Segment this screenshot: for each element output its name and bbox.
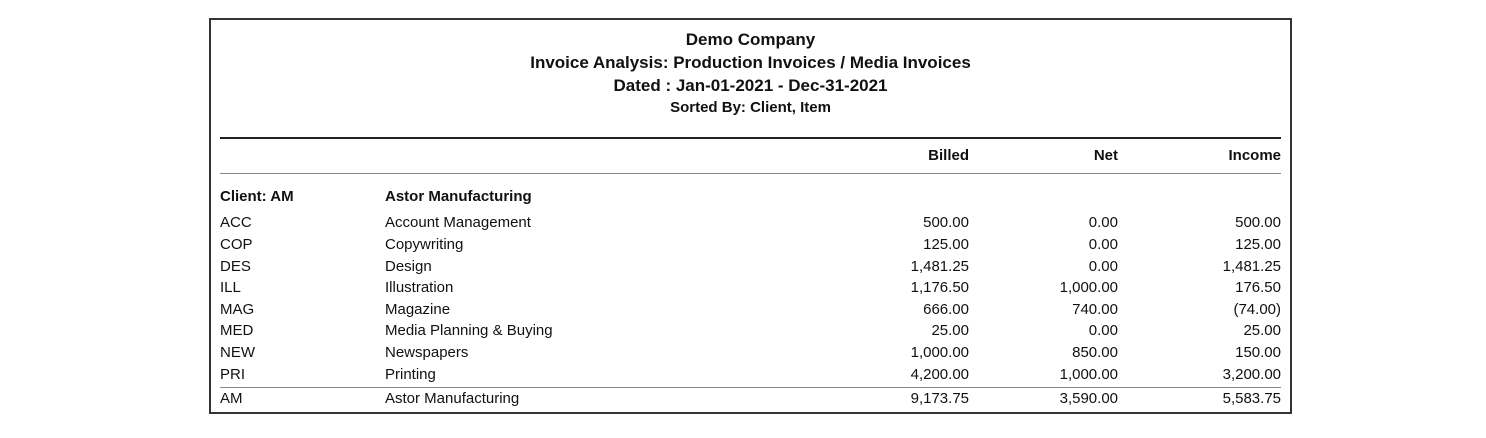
item-description: Design bbox=[385, 258, 432, 275]
client-name: Astor Manufacturing bbox=[385, 188, 532, 205]
table-row: MAG Magazine 666.00 740.00 (74.00) bbox=[220, 299, 1281, 320]
item-income: 1,481.25 bbox=[1222, 258, 1281, 275]
item-code: PRI bbox=[220, 366, 246, 383]
item-net: 1,000.00 bbox=[1059, 279, 1118, 296]
invoice-analysis-report: Demo Company Invoice Analysis: Productio… bbox=[209, 18, 1292, 414]
total-divider bbox=[220, 387, 1281, 388]
table-row: ILL Illustration 1,176.50 1,000.00 176.5… bbox=[220, 277, 1281, 298]
item-income: 125.00 bbox=[1235, 236, 1281, 253]
item-net: 0.00 bbox=[1088, 214, 1118, 231]
item-income: (74.00) bbox=[1233, 301, 1281, 318]
table-row: COP Copywriting 125.00 0.00 125.00 bbox=[220, 234, 1281, 255]
item-billed: 1,176.50 bbox=[910, 279, 969, 296]
item-description: Illustration bbox=[385, 279, 454, 296]
item-description: Newspapers bbox=[385, 344, 469, 361]
item-net: 0.00 bbox=[1088, 258, 1118, 275]
column-header-divider bbox=[220, 173, 1281, 174]
item-net: 740.00 bbox=[1072, 301, 1118, 318]
report-title: Invoice Analysis: Production Invoices / … bbox=[530, 53, 971, 72]
item-billed: 666.00 bbox=[923, 301, 969, 318]
total-income: 5,583.75 bbox=[1222, 390, 1281, 407]
report-sort-order: Sorted By: Client, Item bbox=[670, 99, 831, 116]
total-description: Astor Manufacturing bbox=[385, 390, 520, 407]
item-income: 500.00 bbox=[1235, 214, 1281, 231]
column-header-net: Net bbox=[1093, 147, 1118, 164]
client-total-row: AM Astor Manufacturing 9,173.75 3,590.00… bbox=[220, 388, 1281, 409]
client-code-label: Client: AM bbox=[220, 188, 294, 205]
column-header-income: Income bbox=[1228, 147, 1281, 164]
report-date-range: Dated : Jan-01-2021 - Dec-31-2021 bbox=[613, 76, 888, 95]
table-row: NEW Newspapers 1,000.00 850.00 150.00 bbox=[220, 342, 1281, 363]
item-code: MED bbox=[220, 322, 254, 339]
item-description: Magazine bbox=[385, 301, 451, 318]
item-billed: 125.00 bbox=[923, 236, 969, 253]
item-code: DES bbox=[220, 258, 251, 275]
item-description: Copywriting bbox=[385, 236, 464, 253]
column-header-billed: Billed bbox=[928, 147, 969, 164]
item-code: MAG bbox=[220, 301, 255, 318]
item-billed: 500.00 bbox=[923, 214, 969, 231]
item-description: Media Planning & Buying bbox=[385, 322, 553, 339]
total-code: AM bbox=[220, 390, 243, 407]
item-code: NEW bbox=[220, 344, 255, 361]
total-net: 3,590.00 bbox=[1059, 390, 1118, 407]
item-billed: 25.00 bbox=[931, 322, 969, 339]
item-net: 850.00 bbox=[1072, 344, 1118, 361]
table-row: ACC Account Management 500.00 0.00 500.0… bbox=[220, 212, 1281, 233]
item-income: 150.00 bbox=[1235, 344, 1281, 361]
item-code: ILL bbox=[220, 279, 241, 296]
total-billed: 9,173.75 bbox=[910, 390, 969, 407]
item-description: Printing bbox=[385, 366, 436, 383]
item-billed: 4,200.00 bbox=[910, 366, 969, 383]
item-billed: 1,481.25 bbox=[910, 258, 969, 275]
item-net: 0.00 bbox=[1088, 236, 1118, 253]
client-group-header: Client: AM Astor Manufacturing bbox=[220, 186, 1281, 207]
table-row: PRI Printing 4,200.00 1,000.00 3,200.00 bbox=[220, 364, 1281, 385]
table-row: MED Media Planning & Buying 25.00 0.00 2… bbox=[220, 320, 1281, 341]
table-row: DES Design 1,481.25 0.00 1,481.25 bbox=[220, 256, 1281, 277]
item-income: 3,200.00 bbox=[1222, 366, 1281, 383]
item-description: Account Management bbox=[385, 214, 531, 231]
item-code: ACC bbox=[220, 214, 252, 231]
item-income: 25.00 bbox=[1243, 322, 1281, 339]
header-divider bbox=[220, 137, 1281, 139]
column-headers: Billed Net Income bbox=[220, 147, 1281, 169]
item-net: 0.00 bbox=[1088, 322, 1118, 339]
item-net: 1,000.00 bbox=[1059, 366, 1118, 383]
report-header: Demo Company Invoice Analysis: Productio… bbox=[211, 20, 1290, 119]
item-billed: 1,000.00 bbox=[910, 344, 969, 361]
company-name: Demo Company bbox=[685, 30, 816, 49]
item-code: COP bbox=[220, 236, 253, 253]
item-income: 176.50 bbox=[1235, 279, 1281, 296]
